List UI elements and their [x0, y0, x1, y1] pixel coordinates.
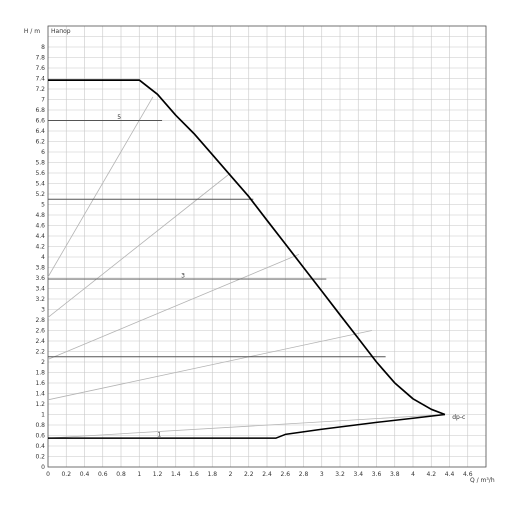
max-curve-line	[48, 79, 446, 416]
y-tick-label: 4.4	[35, 233, 45, 240]
x-tick-label: 0.2	[61, 471, 71, 478]
system-curve-line	[47, 330, 372, 401]
y-tick-label: 1.8	[35, 370, 45, 377]
y-tick-label: 6.2	[35, 139, 45, 146]
y-tick-label: 7.6	[35, 65, 45, 72]
x-tick-label: 2.2	[244, 471, 254, 478]
y-tick-label: 0.2	[35, 454, 45, 461]
y-tick-label: 0.6	[35, 433, 45, 440]
x-tick-label: 2.4	[262, 471, 272, 478]
y-tick-label: 3.2	[35, 296, 45, 303]
chart-labels: H / m Напор Q / m³/h	[24, 28, 495, 484]
y-tick-label: 6.4	[35, 128, 45, 135]
x-tick-label: 0	[46, 471, 50, 478]
y-tick-label: 3.4	[35, 286, 45, 293]
x-axis-ticks: 0 0.2 0.4 0.6 0.8 1 1.2 1.4 1.6 1.8 2 2.2 2.4 2.6 2.8 3…	[46, 471, 473, 478]
x-tick-label: 3	[320, 471, 324, 478]
plot-border	[47, 25, 487, 468]
x-tick-label: 1.4	[171, 471, 181, 478]
y-tick-label: 1.2	[35, 401, 45, 408]
y-axis-label: H / m	[24, 28, 40, 35]
y-tick-label: 4.8	[35, 212, 45, 219]
y-tick-label: 5.4	[35, 181, 45, 188]
system-curve-line	[47, 96, 154, 278]
y-tick-label: 0	[41, 464, 45, 471]
x-tick-label: 3.4	[353, 471, 363, 478]
annotation-label: dp-c	[452, 414, 465, 421]
x-tick-label: 0.4	[80, 471, 90, 478]
y-tick-label: 2.6	[35, 328, 45, 335]
x-tick-label: 1.2	[153, 471, 163, 478]
x-tick-label: 4.4	[445, 471, 455, 478]
y-axis-ticks: 0 0.2 0.4 0.6 0.8 1 1.2 1.4 1.6 1.8 2 2.2 2.4 2.6 2.8 3…	[35, 44, 45, 471]
y-tick-label: 7.2	[35, 86, 45, 93]
y-tick-label: 1.4	[35, 391, 45, 398]
x-tick-label: 4.6	[463, 471, 473, 478]
y-tick-label: 1.6	[35, 380, 45, 387]
y-tick-label: 6	[41, 149, 45, 156]
y-tick-label: 8	[41, 44, 45, 51]
operating-line-label: 3	[181, 273, 185, 280]
y-tick-label: 3.8	[35, 265, 45, 272]
y-tick-label: 2.8	[35, 317, 45, 324]
x-tick-label: 0.8	[116, 471, 126, 478]
x-tick-label: 4	[411, 471, 415, 478]
x-tick-label: 1	[137, 471, 141, 478]
x-tick-label: 2.8	[299, 471, 309, 478]
y-axis-name: Напор	[51, 28, 71, 35]
x-tick-label: 2.6	[280, 471, 290, 478]
plot-frame	[47, 25, 487, 468]
y-tick-label: 4.6	[35, 223, 45, 230]
min-curve-line	[48, 413, 445, 439]
x-tick-label: 1.6	[189, 471, 199, 478]
y-tick-label: 3.6	[35, 275, 45, 282]
y-tick-label: 7	[41, 97, 45, 104]
x-tick-label: 0.6	[98, 471, 108, 478]
y-tick-label: 6.8	[35, 107, 45, 114]
x-axis-label: Q / m³/h	[470, 477, 495, 484]
system-curves	[47, 96, 445, 439]
y-tick-label: 6.6	[35, 118, 45, 125]
system-curve-line	[47, 254, 300, 360]
y-tick-label: 5	[41, 202, 45, 209]
y-tick-label: 0.8	[35, 422, 45, 429]
y-tick-label: 5.8	[35, 160, 45, 167]
y-tick-label: 3	[41, 307, 45, 314]
x-tick-label: 3.6	[372, 471, 382, 478]
y-tick-label: 1	[41, 412, 45, 419]
y-tick-label: 0.4	[35, 443, 45, 450]
x-tick-label: 2	[229, 471, 233, 478]
y-tick-label: 2	[41, 359, 45, 366]
y-tick-label: 4.2	[35, 244, 45, 251]
y-tick-label: 2.4	[35, 338, 45, 345]
y-tick-label: 7.8	[35, 55, 45, 62]
y-tick-label: 7.4	[35, 76, 45, 83]
x-tick-label: 4.2	[426, 471, 436, 478]
operating-line-label: 5	[117, 114, 121, 121]
x-tick-label: 1.8	[207, 471, 217, 478]
x-tick-label: 3.8	[390, 471, 400, 478]
y-tick-label: 4	[41, 254, 45, 261]
y-tick-label: 2.2	[35, 349, 45, 356]
y-tick-label: 5.2	[35, 191, 45, 198]
grid	[47, 25, 487, 468]
system-curve-line	[47, 172, 231, 318]
system-curve-line	[47, 414, 445, 439]
performance-curves: dp-c	[48, 79, 465, 439]
y-tick-label: 5.6	[35, 170, 45, 177]
operating-line-label: 1	[157, 432, 161, 439]
x-tick-label: 3.2	[335, 471, 345, 478]
